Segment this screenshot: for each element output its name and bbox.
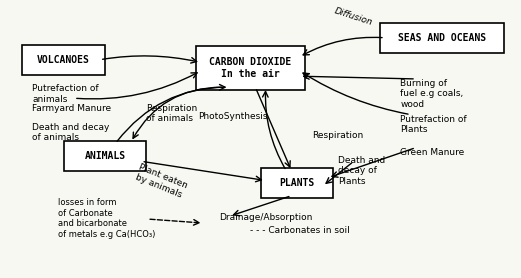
Text: Diffusion: Diffusion — [333, 6, 374, 28]
Text: - - - Carbonates in soil: - - - Carbonates in soil — [250, 226, 350, 235]
Text: Putrefaction of
Plants: Putrefaction of Plants — [401, 115, 467, 134]
Text: ANIMALS: ANIMALS — [84, 151, 126, 161]
FancyBboxPatch shape — [196, 46, 305, 90]
Text: Green Manure: Green Manure — [401, 148, 465, 157]
Text: PLANTS: PLANTS — [279, 178, 314, 188]
Text: PhotoSynthesis: PhotoSynthesis — [199, 112, 268, 121]
Text: losses in form
of Carbonate
and bicarbonate
of metals e.g Ca(HCO₃): losses in form of Carbonate and bicarbon… — [58, 198, 156, 239]
Text: Plant eaten
by animals: Plant eaten by animals — [133, 163, 189, 200]
FancyBboxPatch shape — [380, 23, 504, 53]
Text: VOLCANOES: VOLCANOES — [37, 55, 90, 65]
Text: Respiration
of animals: Respiration of animals — [146, 104, 198, 123]
Text: Respiration: Respiration — [312, 131, 364, 140]
Text: Farmyard Manure: Farmyard Manure — [32, 104, 111, 113]
FancyBboxPatch shape — [260, 168, 333, 198]
Text: Death and
decay of
Plants: Death and decay of Plants — [338, 156, 386, 186]
Text: CARBON DIOXIDE
In the air: CARBON DIOXIDE In the air — [209, 57, 291, 79]
Text: SEAS AND OCEANS: SEAS AND OCEANS — [398, 33, 486, 43]
Text: Death and decay
of animals: Death and decay of animals — [32, 123, 110, 142]
FancyBboxPatch shape — [64, 141, 146, 171]
Text: Drainage/Absorption: Drainage/Absorption — [219, 214, 313, 222]
FancyBboxPatch shape — [22, 45, 105, 75]
Text: Putrefaction of
animals: Putrefaction of animals — [32, 85, 99, 104]
Text: Burning of
fuel e.g coals,
wood: Burning of fuel e.g coals, wood — [401, 79, 464, 109]
